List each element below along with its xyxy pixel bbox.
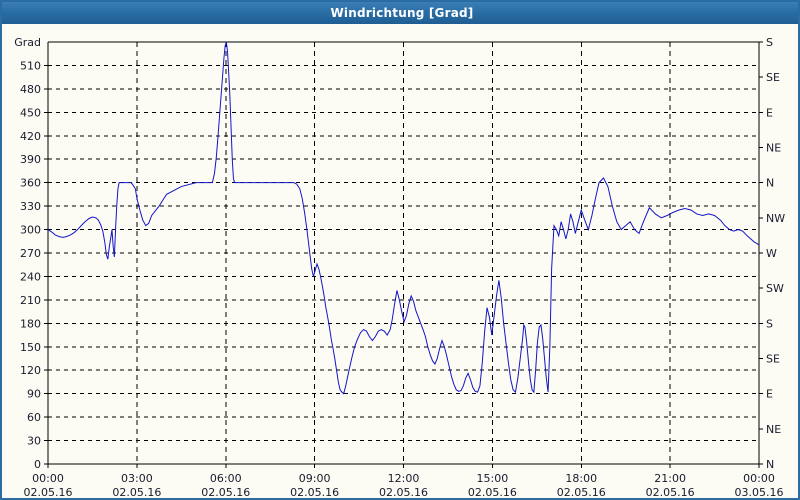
x-axis-date-label: 02.05.16 bbox=[24, 486, 73, 498]
x-axis-labels: 00:0002.05.1603:0002.05.1606:0002.05.160… bbox=[24, 472, 784, 498]
page-title: Windrichtung [Grad] bbox=[330, 6, 474, 20]
chart-canvas: 0 30 60 90 120 150 180 210 240 270 300 330 360 390 420… bbox=[2, 24, 798, 498]
right-axis-tick-label: N bbox=[766, 177, 774, 190]
y-axis-tick-label: 240 bbox=[20, 270, 41, 283]
y-axis-tick-label: 90 bbox=[27, 388, 41, 401]
y-axis-tick-label: 180 bbox=[20, 317, 41, 330]
axis-frame bbox=[47, 41, 760, 465]
x-axis-time-label: 12:00 bbox=[388, 472, 420, 485]
window-title-bar: Windrichtung [Grad] bbox=[2, 2, 798, 24]
chart-plot-svg: 0 30 60 90 120 150 180 210 240 270 300 330 360 390 420… bbox=[14, 36, 785, 498]
right-axis-tick-label: SW bbox=[766, 282, 784, 295]
right-axis-tick-label: N bbox=[766, 458, 774, 471]
right-axis-tick-label: NE bbox=[766, 423, 781, 436]
y-axis-tick-label: 300 bbox=[20, 224, 41, 237]
x-axis-time-label: 06:00 bbox=[210, 472, 242, 485]
right-axis-tick-label: E bbox=[766, 388, 773, 401]
y-axis-tick-label: 390 bbox=[20, 153, 41, 166]
y-axis-tick-label: 0 bbox=[34, 458, 41, 471]
x-axis-time-label: 18:00 bbox=[565, 472, 597, 485]
x-axis-date-label: 02.05.16 bbox=[379, 486, 428, 498]
y-axis-tick-label: 360 bbox=[20, 177, 41, 190]
y-axis-tick-label: 30 bbox=[27, 435, 41, 448]
x-axis-date-label: 02.05.16 bbox=[557, 486, 606, 498]
y-axis-tick-label: 420 bbox=[20, 130, 41, 143]
right-axis-tick-label: SE bbox=[766, 71, 780, 84]
right-axis-labels: N NE E SE S SW W NW N NE E SE S bbox=[766, 36, 785, 471]
axis-ticks bbox=[44, 41, 763, 468]
right-axis-tick-label: NE bbox=[766, 142, 781, 155]
y-axis-tick-label: 120 bbox=[20, 364, 41, 377]
right-axis-tick-label: SE bbox=[766, 353, 780, 366]
y-axis-tick-label: 450 bbox=[20, 106, 41, 119]
y-axis-tick-label: 510 bbox=[20, 59, 41, 72]
y-axis-labels: 0 30 60 90 120 150 180 210 240 270 300 330 360 390 420… bbox=[20, 59, 41, 471]
y-axis-tick-label: 330 bbox=[20, 200, 41, 213]
x-axis-time-label: 00:00 bbox=[32, 472, 64, 485]
right-axis-tick-label: NW bbox=[766, 212, 785, 225]
x-axis-date-label: 02.05.16 bbox=[468, 486, 517, 498]
right-axis-tick-label: W bbox=[766, 247, 777, 260]
x-axis-date-label: 02.05.16 bbox=[201, 486, 250, 498]
x-axis-time-label: 15:00 bbox=[477, 472, 509, 485]
y-axis-tick-label: 60 bbox=[27, 411, 41, 424]
x-axis-time-label: 21:00 bbox=[654, 472, 686, 485]
x-axis-time-label: 09:00 bbox=[299, 472, 331, 485]
data-series-line bbox=[47, 41, 760, 395]
x-axis-time-label: 00:00 bbox=[743, 472, 775, 485]
x-axis-date-label: 02.05.16 bbox=[290, 486, 339, 498]
y-axis-tick-label: 210 bbox=[20, 294, 41, 307]
x-axis-date-label: 03.05.16 bbox=[735, 486, 784, 498]
x-axis-date-label: 02.05.16 bbox=[646, 486, 695, 498]
right-axis-tick-label: E bbox=[766, 106, 773, 119]
gridlines bbox=[48, 42, 759, 464]
data-series-layer bbox=[47, 41, 760, 395]
right-axis-tick-label: S bbox=[766, 36, 773, 49]
y-axis-unit-label: Grad bbox=[14, 36, 41, 49]
right-axis-tick-label: S bbox=[766, 317, 773, 330]
y-axis-tick-label: 480 bbox=[20, 83, 41, 96]
x-axis-time-label: 03:00 bbox=[121, 472, 153, 485]
y-axis-tick-label: 150 bbox=[20, 341, 41, 354]
x-axis-date-label: 02.05.16 bbox=[112, 486, 161, 498]
y-axis-tick-label: 270 bbox=[20, 247, 41, 260]
